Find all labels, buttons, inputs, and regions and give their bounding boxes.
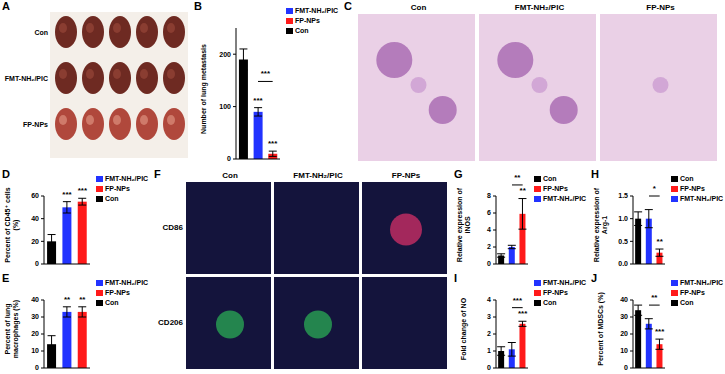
svg-text:0: 0 (35, 364, 39, 371)
svg-text:40: 40 (620, 296, 628, 303)
svg-text:4: 4 (487, 226, 491, 233)
html-text:FP-NPs: FP-NPs (680, 289, 705, 296)
html-text:FP-NPs: FP-NPs (680, 185, 705, 192)
svg-text:200: 200 (219, 51, 231, 58)
svg-text:*: * (653, 184, 657, 193)
svg-text:10: 10 (31, 347, 39, 354)
svg-text:***: *** (655, 327, 665, 336)
svg-text:***: *** (253, 96, 263, 105)
svg-text:CD206: CD206 (158, 318, 183, 327)
html-text:Percent of MDSCs (%): Percent of MDSCs (%) (597, 292, 605, 366)
html-text:F: F (154, 168, 161, 180)
html-text:Relative expression of iNOS: Relative expression of iNOS (456, 187, 471, 263)
svg-text:**: ** (651, 293, 658, 302)
html-text:FMT-NH₂/PIC: FMT-NH₂/PIC (543, 195, 587, 202)
svg-text:30: 30 (620, 313, 628, 320)
html-text:FP-NPs: FP-NPs (105, 289, 130, 296)
html-text:Relative expression of Arg-1: Relative expression of Arg-1 (593, 187, 608, 263)
svg-text:4: 4 (487, 296, 491, 303)
html-text:B: B (194, 0, 202, 12)
svg-text:**: ** (64, 295, 71, 304)
svg-text:1: 1 (487, 347, 491, 354)
svg-text:8: 8 (487, 192, 491, 199)
svg-text:6: 6 (487, 209, 491, 216)
svg-text:0: 0 (227, 155, 231, 162)
svg-text:3: 3 (487, 313, 491, 320)
svg-text:0: 0 (35, 260, 39, 267)
html-text:FP-NPs: FP-NPs (105, 185, 130, 192)
svg-text:30: 30 (31, 313, 39, 320)
svg-text:***: *** (268, 139, 278, 148)
html-text:FMT-NH₂/PIC: FMT-NH₂/PIC (680, 195, 724, 202)
svg-text:**: ** (657, 237, 664, 246)
html-text:Con: Con (543, 299, 557, 306)
svg-text:20: 20 (620, 330, 628, 337)
svg-text:CD86: CD86 (163, 223, 184, 232)
html-text:Con: Con (680, 299, 694, 306)
html-text:FP-NPs: FP-NPs (543, 185, 568, 192)
svg-text:**: ** (79, 295, 86, 304)
svg-text:FP-NPs: FP-NPs (23, 121, 48, 128)
svg-text:***: *** (261, 69, 271, 78)
svg-text:40: 40 (31, 215, 39, 222)
html-text:FP-NPs: FP-NPs (295, 17, 320, 24)
svg-text:20: 20 (31, 238, 39, 245)
html-text:FMT-NH₂/PIC: FMT-NH₂/PIC (105, 279, 149, 286)
svg-text:0.5: 0.5 (618, 238, 628, 245)
svg-text:**: ** (514, 173, 521, 182)
html-text:Con: Con (680, 175, 694, 182)
html-text:Number of lung metastasis: Number of lung metastasis (200, 43, 208, 134)
html-text:FMT-NH₂/PIC: FMT-NH₂/PIC (543, 279, 587, 286)
html-text:D: D (2, 168, 10, 180)
svg-text:2: 2 (487, 330, 491, 337)
html-text:H: H (591, 168, 599, 180)
svg-text:***: *** (513, 296, 523, 305)
html-text:C: C (344, 0, 352, 12)
html-text:Con: Con (543, 175, 557, 182)
svg-text:0: 0 (487, 260, 491, 267)
svg-text:**: ** (520, 186, 527, 195)
svg-text:FMT-NH₂/PIC: FMT-NH₂/PIC (293, 171, 343, 180)
html-text:FMT-NH₂/PIC: FMT-NH₂/PIC (295, 7, 339, 14)
html-text:Con: Con (105, 299, 119, 306)
html-text:Percent of CD45⁺ cells (%): Percent of CD45⁺ cells (%) (4, 187, 19, 263)
html-text:G: G (454, 168, 463, 180)
html-text:FP-NPs: FP-NPs (543, 289, 568, 296)
html-text:Fold change of NO: Fold change of NO (460, 297, 468, 361)
svg-text:Con: Con (411, 3, 427, 12)
svg-text:FP-NPs: FP-NPs (392, 171, 421, 180)
html-text:Con: Con (105, 195, 119, 202)
html-text:A: A (2, 0, 10, 12)
html-text:Percent of lung macrophages (%: Percent of lung macrophages (%) (4, 299, 19, 359)
html-text:I: I (454, 272, 458, 284)
svg-text:Con: Con (34, 29, 48, 36)
svg-text:Con: Con (222, 171, 238, 180)
svg-text:FMT-NH₂/PIC: FMT-NH₂/PIC (515, 3, 565, 12)
svg-text:100: 100 (219, 103, 231, 110)
svg-text:60: 60 (31, 192, 39, 199)
html-text:Con: Con (295, 27, 309, 34)
svg-text:10: 10 (620, 347, 628, 354)
svg-text:1.0: 1.0 (618, 215, 628, 222)
svg-text:FP-NPs: FP-NPs (646, 3, 675, 12)
html-text:FMT-NH₂/PIC: FMT-NH₂/PIC (105, 175, 149, 182)
svg-text:***: *** (518, 309, 528, 318)
svg-text:0: 0 (487, 364, 491, 371)
svg-text:***: *** (78, 186, 88, 195)
svg-text:FMT-NH₂/PIC: FMT-NH₂/PIC (5, 75, 48, 82)
html-text:E: E (2, 272, 10, 284)
svg-text:20: 20 (31, 330, 39, 337)
svg-text:40: 40 (31, 296, 39, 303)
svg-text:0.0: 0.0 (618, 260, 628, 267)
svg-text:***: *** (62, 190, 72, 199)
svg-text:1.5: 1.5 (618, 192, 628, 199)
html-text:FMT-NH₂/PIC: FMT-NH₂/PIC (680, 279, 724, 286)
svg-text:2: 2 (487, 243, 491, 250)
svg-text:0: 0 (624, 364, 628, 371)
html-text:J: J (591, 272, 598, 284)
